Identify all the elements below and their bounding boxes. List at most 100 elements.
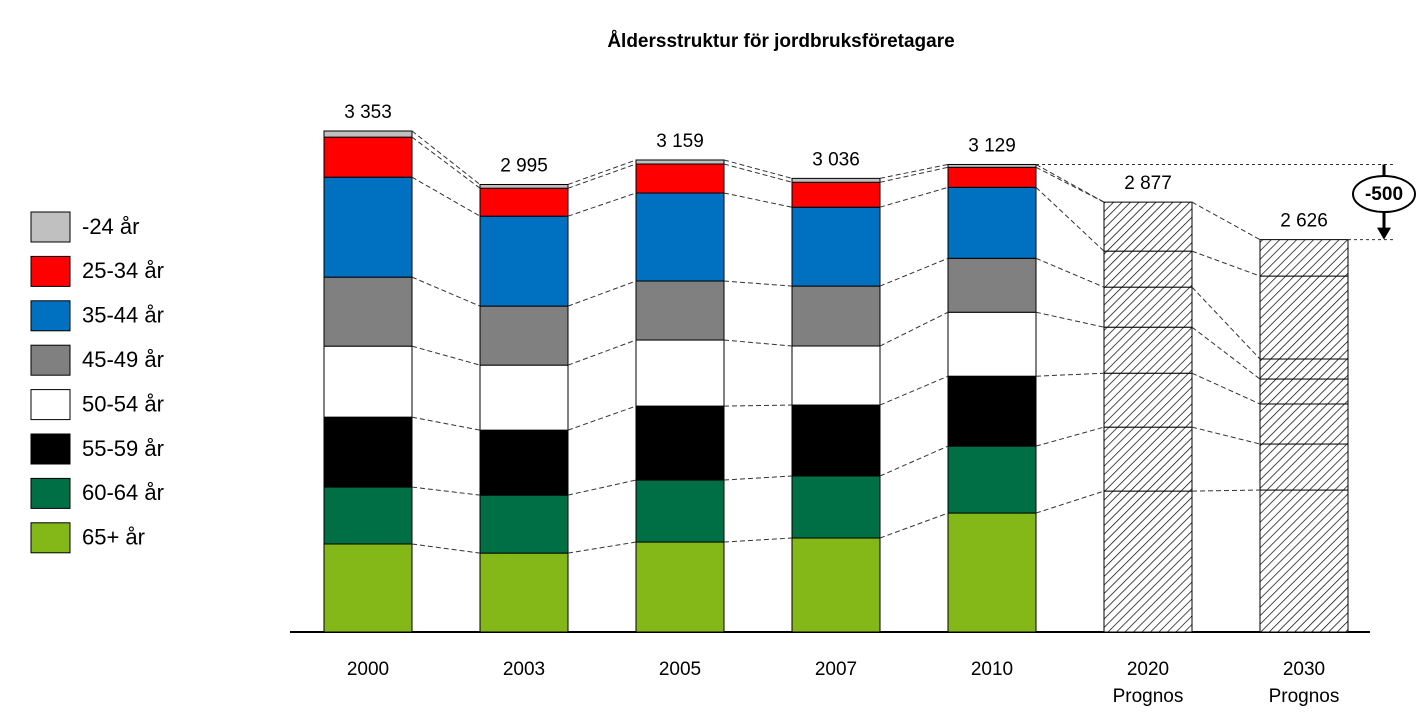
bar-segment	[1259, 489, 1349, 633]
connector	[567, 163, 637, 189]
connector	[879, 512, 949, 539]
connector	[411, 543, 481, 554]
bar-segment	[1259, 403, 1349, 445]
connector	[723, 537, 793, 543]
total-label: 2 626	[1280, 211, 1328, 232]
connector	[723, 192, 793, 208]
bar-segment	[479, 183, 569, 189]
bar-segment	[791, 475, 881, 539]
bar-segment	[791, 206, 881, 287]
bar-segment	[635, 163, 725, 194]
connector	[411, 416, 481, 431]
x-tick-label: 2005	[659, 659, 701, 680]
connector	[1035, 372, 1105, 377]
connector	[879, 166, 949, 183]
connector	[411, 130, 481, 185]
total-label: 2 995	[500, 156, 548, 177]
connector	[1035, 426, 1105, 447]
bar-segment	[323, 416, 413, 488]
legend-label: 25-34 år	[82, 258, 164, 283]
chart-title: Åldersstruktur för jordbruksföretagare	[607, 31, 954, 52]
connector	[879, 163, 949, 179]
legend-swatch	[30, 300, 71, 332]
connector	[411, 136, 481, 189]
annotation-oval	[1352, 175, 1416, 214]
legend-label: 50-54 år	[82, 391, 164, 416]
connector	[723, 475, 793, 481]
legend-swatch	[30, 211, 71, 243]
bar-segment	[1259, 358, 1349, 380]
bar-segment	[635, 339, 725, 407]
connector	[879, 445, 949, 477]
bar-segment	[791, 404, 881, 477]
connector	[567, 339, 637, 366]
x-tick-note: Prognos	[1113, 686, 1184, 707]
arrow-head	[1377, 227, 1391, 240]
connector	[1035, 311, 1105, 328]
connector	[567, 541, 637, 554]
total-label: 3 159	[656, 131, 704, 152]
bar-segment	[323, 176, 413, 278]
total-label: 3 036	[812, 149, 860, 170]
bar-segment	[947, 445, 1037, 514]
connector	[1191, 201, 1261, 241]
bar-segment	[1103, 490, 1193, 633]
legend-swatch	[30, 477, 71, 509]
connector	[723, 339, 793, 347]
connector	[411, 486, 481, 496]
legend-swatch	[30, 433, 71, 465]
x-tick-label: 2010	[971, 659, 1013, 680]
legend-label: 45-49 år	[82, 347, 164, 372]
bar-segment	[1103, 426, 1193, 492]
connector	[567, 405, 637, 431]
bar-segment	[635, 192, 725, 282]
bar-segment	[635, 280, 725, 341]
legend-label: 60-64 år	[82, 480, 164, 505]
connector	[1035, 257, 1105, 288]
connector	[879, 186, 949, 208]
bar-segment	[635, 541, 725, 633]
connector	[1191, 326, 1261, 380]
connector	[567, 159, 637, 185]
bar-segment	[1103, 372, 1193, 428]
bar-segment	[479, 429, 569, 496]
bar-segment	[1259, 443, 1349, 491]
x-tick-label: 2003	[503, 659, 545, 680]
bar-segment	[791, 537, 881, 633]
bar-segment	[947, 375, 1037, 447]
connector	[723, 163, 793, 183]
bar-segment	[1259, 378, 1349, 405]
connector	[723, 404, 793, 407]
bar-segment	[1259, 239, 1349, 277]
bar-segment	[479, 215, 569, 307]
bar-segment	[791, 177, 881, 183]
bar-segment	[635, 479, 725, 543]
connector	[1035, 490, 1105, 514]
connector	[1191, 489, 1261, 492]
bar-segment	[323, 345, 413, 418]
bar-segment	[947, 311, 1037, 377]
bar-segment	[635, 405, 725, 481]
bar-segment	[479, 305, 569, 366]
legend-swatch	[30, 344, 71, 376]
bar-segment	[947, 257, 1037, 313]
connector	[567, 280, 637, 307]
bar-segment	[323, 276, 413, 347]
bar-segment	[635, 159, 725, 165]
annotation: -500	[1365, 184, 1403, 205]
bar-segment	[323, 130, 413, 138]
connector	[879, 375, 949, 406]
legend-label: -24 år	[82, 214, 139, 239]
bar-segment	[323, 486, 413, 545]
bar-segment	[479, 187, 569, 217]
x-tick-label: 2030	[1283, 659, 1325, 680]
bar-segment	[323, 136, 413, 178]
legend-swatch	[30, 522, 71, 554]
legend-swatch	[30, 255, 71, 287]
legend-label: 55-59 år	[82, 436, 164, 461]
connector	[723, 280, 793, 287]
total-label: 3 353	[344, 102, 392, 123]
x-tick-label: 2000	[347, 659, 389, 680]
bar-segment	[1103, 326, 1193, 374]
